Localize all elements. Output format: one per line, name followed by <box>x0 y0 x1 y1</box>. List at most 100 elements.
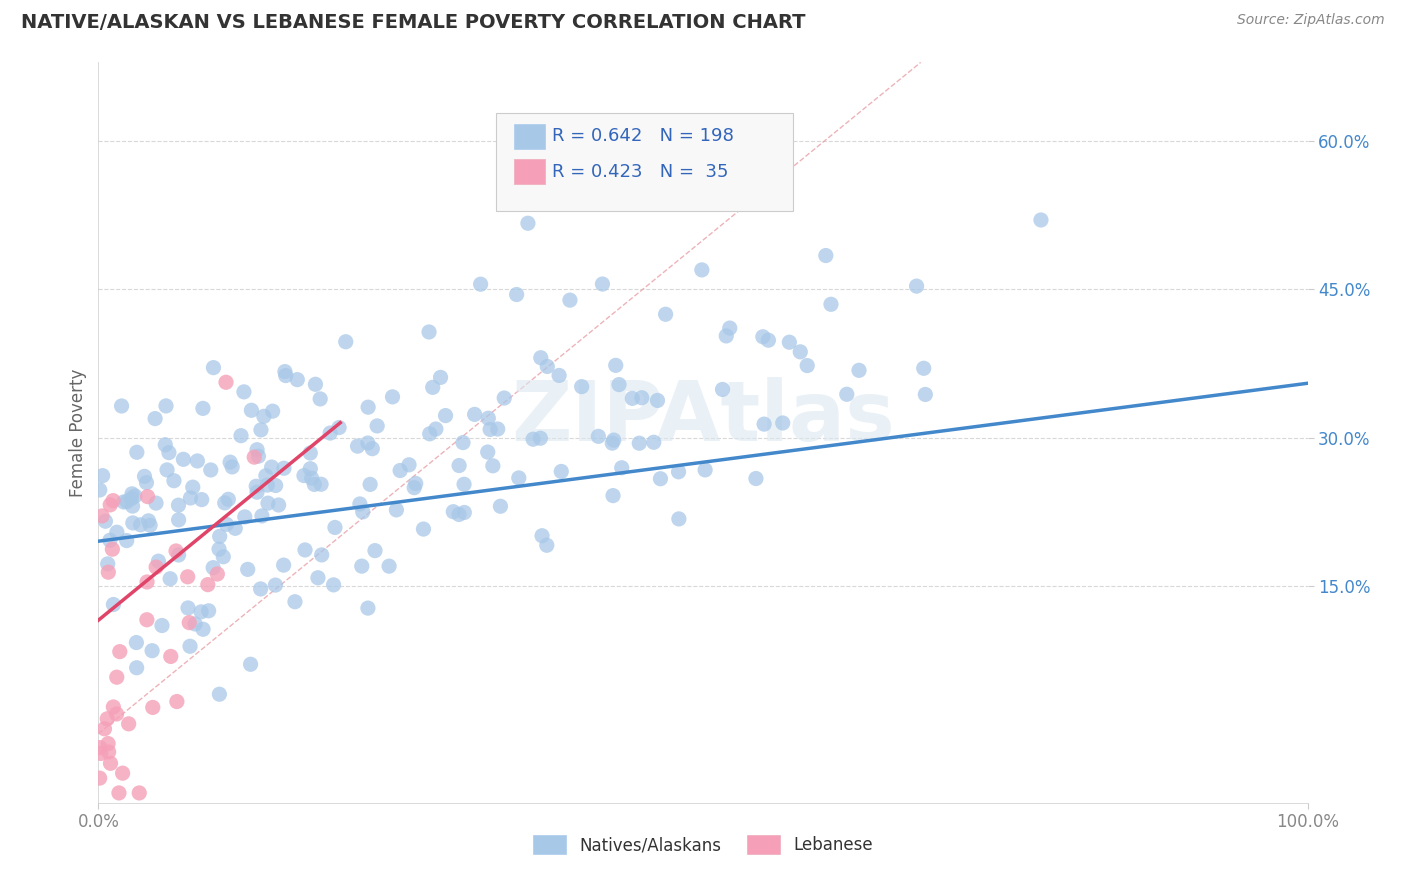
Point <box>125 661 148 675</box>
Point <box>307 571 329 585</box>
Point <box>91 468 114 483</box>
Point <box>97 737 120 751</box>
Point <box>136 574 159 589</box>
Point <box>591 277 613 291</box>
Point <box>219 455 242 469</box>
Point <box>378 559 401 574</box>
Point <box>115 533 138 548</box>
Point <box>197 604 219 618</box>
Point <box>249 582 271 596</box>
Point <box>186 454 208 468</box>
Point <box>135 475 157 490</box>
Point <box>385 503 408 517</box>
Point <box>778 335 800 350</box>
Point <box>364 543 387 558</box>
Point <box>240 403 263 417</box>
Point <box>267 498 290 512</box>
Point <box>848 363 870 377</box>
Point <box>536 538 558 552</box>
Point <box>148 554 170 568</box>
Point <box>643 435 665 450</box>
Point <box>789 344 811 359</box>
Point <box>905 279 928 293</box>
Point <box>434 409 457 423</box>
Point <box>294 543 316 558</box>
Point <box>101 542 124 557</box>
Point <box>212 549 235 564</box>
Point <box>97 745 120 759</box>
Point <box>202 560 225 574</box>
Point <box>253 409 276 424</box>
Point <box>304 477 326 491</box>
Point <box>668 512 690 526</box>
Point <box>260 460 283 475</box>
Point <box>328 420 350 434</box>
Text: ZIPAtlas: ZIPAtlas <box>510 377 896 458</box>
Point <box>202 360 225 375</box>
Point <box>274 365 297 379</box>
Point <box>167 548 190 562</box>
Point <box>142 700 165 714</box>
Point <box>530 351 553 365</box>
Point <box>820 297 842 311</box>
Point <box>254 468 277 483</box>
Point <box>558 293 581 307</box>
Point <box>745 471 768 485</box>
Point <box>128 786 150 800</box>
Point <box>165 544 187 558</box>
Point <box>239 657 262 672</box>
Point <box>605 359 627 373</box>
Point <box>156 463 179 477</box>
Point <box>274 368 297 383</box>
Point <box>301 471 323 485</box>
Point <box>229 428 252 442</box>
Point <box>418 325 440 339</box>
Point <box>359 477 381 491</box>
Point <box>145 496 167 510</box>
Point <box>197 577 219 591</box>
Point <box>221 459 243 474</box>
Point <box>422 380 444 394</box>
Text: R = 0.642   N = 198: R = 0.642 N = 198 <box>551 127 734 145</box>
Point <box>412 522 434 536</box>
Point <box>323 520 346 534</box>
Point <box>139 518 162 533</box>
Point <box>449 458 471 473</box>
Point <box>143 411 166 425</box>
Point <box>607 377 630 392</box>
Point <box>112 495 135 509</box>
Point <box>322 578 344 592</box>
Point <box>550 465 572 479</box>
Point <box>494 391 516 405</box>
Point <box>366 418 388 433</box>
Point <box>284 595 307 609</box>
Point <box>470 277 492 292</box>
Point <box>647 393 669 408</box>
Point <box>441 505 464 519</box>
Point <box>159 572 181 586</box>
Point <box>389 463 412 477</box>
Point <box>125 445 148 459</box>
Point <box>215 376 238 390</box>
Point <box>103 598 125 612</box>
Legend: Natives/Alaskans, Lebanese: Natives/Alaskans, Lebanese <box>526 829 880 861</box>
Point <box>718 321 741 335</box>
Point <box>588 429 610 443</box>
Point <box>486 422 509 436</box>
Text: Source: ZipAtlas.com: Source: ZipAtlas.com <box>1237 13 1385 28</box>
Point <box>796 359 818 373</box>
Point <box>398 458 420 472</box>
Point <box>752 330 775 344</box>
Point <box>105 525 128 540</box>
Point <box>217 492 239 507</box>
Point <box>110 399 132 413</box>
Point <box>163 474 186 488</box>
Point <box>772 416 794 430</box>
Point <box>90 747 112 761</box>
Point <box>425 422 447 436</box>
Point <box>121 487 143 501</box>
Point <box>600 436 623 450</box>
Point <box>233 509 256 524</box>
Point <box>482 458 505 473</box>
Point <box>246 442 269 457</box>
